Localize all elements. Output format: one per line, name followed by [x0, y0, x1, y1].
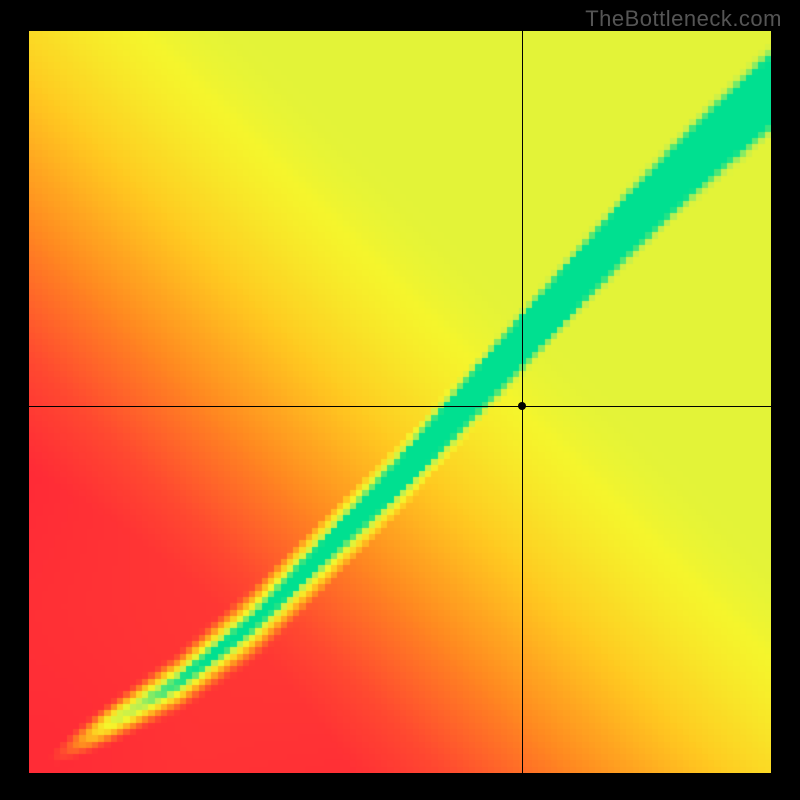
heatmap-canvas [29, 31, 771, 773]
heatmap-plot [29, 31, 771, 773]
chart-container: TheBottleneck.com [0, 0, 800, 800]
crosshair-horizontal [29, 406, 771, 407]
watermark-text: TheBottleneck.com [585, 6, 782, 32]
